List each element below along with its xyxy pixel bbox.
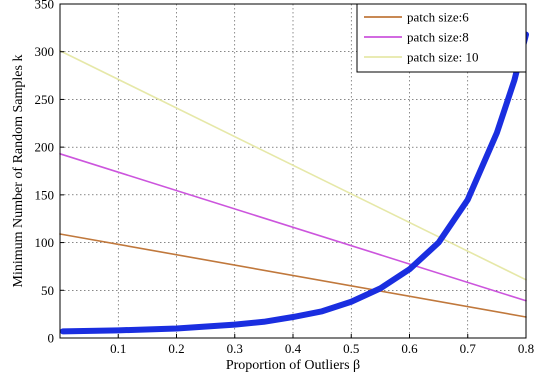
y-tick-label: 50: [41, 283, 54, 298]
x-tick-label: 0.8: [518, 341, 534, 356]
tick-labels: 0.1 0.2 0.3 0.4 0.5 0.6 0.7 0.8 0 50 100 150 200 250 3…: [35, 0, 534, 356]
x-tick-label: 0.5: [343, 341, 359, 356]
x-tick-label: 0.4: [285, 341, 302, 356]
legend-label: patch size:6: [407, 10, 469, 25]
legend-label: patch size: 10: [407, 50, 478, 65]
y-tick-label: 100: [35, 235, 55, 250]
x-tick-label: 0.3: [227, 341, 243, 356]
x-tick-label: 0.2: [168, 341, 184, 356]
series-line-2: [59, 153, 527, 302]
y-tick-label: 300: [35, 44, 55, 59]
y-tick-label: 350: [35, 0, 55, 12]
legend-box: [356, 3, 527, 73]
y-tick-label: 0: [48, 331, 55, 346]
series-line-4: [59, 31, 529, 335]
legend: patch size:6 patch size:8 patch size: 10: [356, 3, 527, 73]
series-line-1: [59, 233, 527, 318]
x-tick-label: 0.6: [401, 341, 418, 356]
x-axis-label: Proportion of Outliers β: [226, 358, 360, 373]
x-tick-label: 0.1: [110, 341, 126, 356]
x-tick-label: 0.7: [460, 341, 477, 356]
y-axis-label: Minimum Number of Random Samples k: [11, 55, 26, 288]
series-lines: [59, 31, 529, 335]
y-tick-label: 150: [35, 187, 55, 202]
grid: [60, 4, 527, 338]
y-tick-label: 200: [35, 140, 55, 155]
legend-label: patch size:8: [407, 30, 469, 45]
y-tick-label: 250: [35, 92, 55, 107]
series-line-3: [59, 49, 527, 281]
